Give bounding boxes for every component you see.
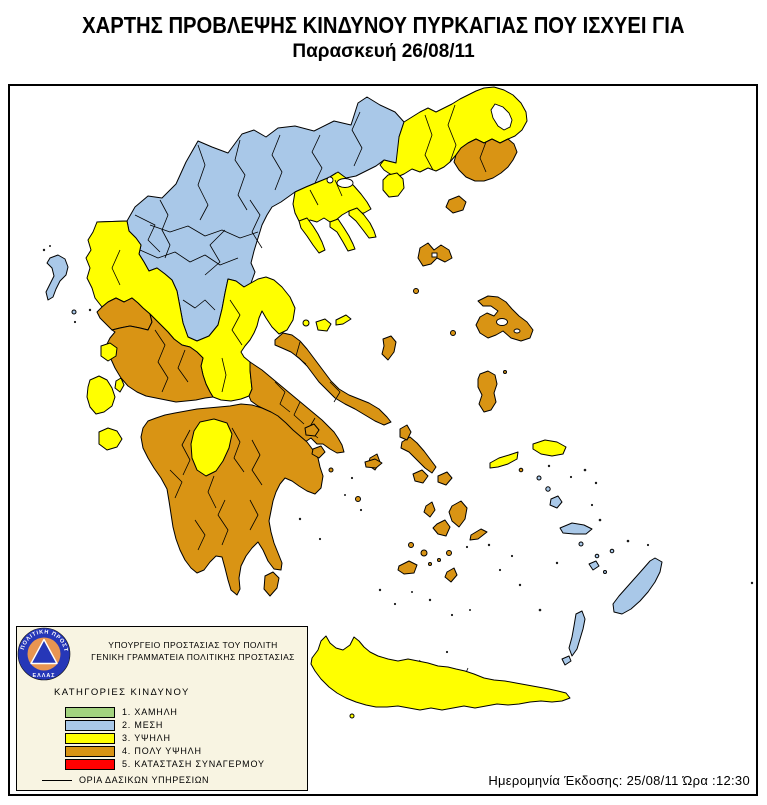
island-kos [559, 522, 593, 535]
small-islets [42, 245, 754, 654]
island-astypalaia [588, 560, 600, 571]
island-kefalonia [86, 375, 116, 415]
island-agios-efstratios [413, 288, 419, 294]
ministry-line2: ΓΕΝΙΚΗ ΓΡΑΜΜΑΤΕΙΑ ΠΟΛΙΤΙΚΗΣ ΠΡΟΣΤΑΣΙΑΣ [91, 652, 295, 662]
island-leros [545, 486, 551, 492]
island-spetses [355, 496, 361, 502]
page-subtitle: Παρασκευή 26/08/11 [292, 41, 475, 62]
island-naxos [448, 500, 468, 528]
legend-boundaries-row: ΟΡΙΑ ΔΑΣΙΚΩΝ ΥΠΗΡΕΣΙΩΝ [42, 775, 209, 785]
island-kasos [561, 655, 572, 666]
lesvos-kalloni-gulf [496, 318, 508, 326]
island-symi [609, 548, 615, 554]
island-ikaria [489, 451, 519, 469]
island-tilos [594, 553, 600, 559]
legend-categories-title: ΚΑΤΗΓΟΡΙΕΣ ΚΙΝΔΥΝΟΥ [54, 687, 190, 698]
island-alonissos [335, 314, 352, 326]
island-poros [328, 467, 334, 473]
evros-notch [490, 103, 513, 131]
island-tinos [412, 469, 429, 484]
island-chios [477, 370, 498, 413]
page-title: ΧΑΡΤΗΣ ΠΡΟΒΛΕΨΗΣ ΚΙΝΔΥΝΟΥ ΠΥΡΚΑΓΙΑΣ ΠΟΥ … [82, 12, 685, 38]
logo-bottom-text: ΕΛΛΑΣ [33, 673, 56, 679]
island-amorgos [469, 528, 488, 541]
legend-label: 3. ΥΨΗΛΗ [122, 733, 171, 743]
lake-volvi [336, 178, 354, 188]
page-header: ΧΑΡΤΗΣ ΠΡΟΒΛΕΨΗΣ ΚΙΝΔΥΝΟΥ ΠΥΡΚΑΓΙΑΣ ΠΟΥ … [0, 12, 767, 63]
region-kassandra [298, 217, 326, 254]
island-hydra [364, 458, 383, 469]
legend-label: 1. ΧΑΜΗΛΗ [122, 707, 178, 717]
legend-boundaries-label: ΟΡΙΑ ΔΑΣΙΚΩΝ ΥΠΗΡΕΣΙΩΝ [79, 775, 210, 785]
island-kythira [263, 571, 280, 597]
island-halki [603, 570, 607, 574]
island-salamina [304, 423, 320, 437]
island-skyros [381, 335, 397, 361]
legend-label: 2. ΜΕΣΗ [122, 720, 164, 730]
island-psara [450, 330, 456, 336]
lake-koronia [326, 176, 334, 184]
island-serifos [408, 542, 414, 548]
island-skiathos [302, 319, 310, 327]
region-athos [348, 207, 377, 239]
island-kalymnos [549, 495, 563, 509]
island-thasos [382, 172, 405, 198]
island-sikinos [437, 558, 441, 562]
legend-swatch-cat2 [65, 720, 115, 731]
issue-date-text: Ημερομηνία Έκδοσης: 25/08/11 Ώρα :12:30 [488, 773, 750, 788]
civil-protection-logo: ΠΟΛΙΤΙΚΗ ΠΡΟΣΤΑΣΙΑ ΕΛΛΑΣ [17, 627, 71, 681]
island-mykonos [437, 471, 453, 486]
legend-label: 4. ΠΟΛΥ ΥΨΗΛΗ [122, 746, 202, 756]
island-rhodes [612, 557, 663, 615]
island-paros [432, 519, 451, 537]
ministry-line1: ΥΠΟΥΡΓΕΙΟ ΠΡΟΣΤΑΣΙΑΣ ΤΟΥ ΠΟΛΙΤΗ [108, 640, 278, 650]
island-ithaki [114, 377, 125, 393]
ministry-text: ΥΠΟΥΡΓΕΙΟ ΠΡΟΣΤΑΣΙΑΣ ΤΟΥ ΠΟΛΙΤΗ ΓΕΝΙΚΗ Γ… [83, 639, 303, 663]
island-oinousses [503, 370, 507, 374]
region-boeotia-attica [248, 361, 345, 454]
island-fourni [518, 467, 524, 473]
island-skopelos [315, 318, 332, 332]
island-milos [397, 560, 418, 575]
islands [42, 172, 754, 719]
island-aegina [311, 445, 326, 459]
island-patmos [536, 475, 542, 481]
legend-label: 5. ΚΑΤΑΣΤΑΣΗ ΣΥΝΑΓΕΡΜΟΥ [122, 759, 265, 769]
region-achaia-patch [190, 418, 233, 477]
lesvos-gera-gulf [513, 328, 521, 334]
island-folegandros [428, 562, 432, 566]
island-ios [446, 550, 452, 556]
limnos-bay [431, 252, 438, 258]
legend-swatch-cat1 [65, 707, 115, 718]
legend-swatch-cat4 [65, 746, 115, 757]
island-gavdos [349, 713, 355, 719]
island-kea [399, 424, 412, 441]
island-nisyros [578, 541, 584, 547]
legend-swatch-cat3 [65, 733, 115, 744]
legend-swatch-cat5 [65, 759, 115, 770]
island-karpathos [568, 610, 586, 657]
island-sifnos [420, 549, 428, 557]
island-santorini [444, 567, 458, 583]
greece-map [42, 86, 754, 719]
island-lefkada [100, 342, 118, 362]
map-frame: ΠΟΛΙΤΙΚΗ ΠΡΟΣΤΑΣΙΑ ΕΛΛΑΣ ΥΠΟΥΡΓΕΙΟ ΠΡΟΣΤ… [8, 84, 758, 796]
legend-panel: ΠΟΛΙΤΙΚΗ ΠΡΟΣΤΑΣΙΑ ΕΛΛΑΣ ΥΠΟΥΡΓΕΙΟ ΠΡΟΣΤ… [16, 626, 308, 791]
island-zakynthos [98, 427, 123, 451]
island-samothrace [445, 195, 467, 214]
island-andros [400, 436, 437, 474]
island-syros [423, 501, 436, 518]
region-sithonia [329, 218, 356, 252]
boundary-line-sample [42, 779, 72, 781]
island-crete [310, 635, 571, 711]
island-paxos [71, 309, 77, 315]
island-corfu [45, 254, 69, 301]
island-samos [532, 439, 567, 457]
region-euboea [274, 332, 392, 426]
region-peloponnese [140, 403, 324, 596]
region-rhodopi-evros [453, 138, 518, 182]
